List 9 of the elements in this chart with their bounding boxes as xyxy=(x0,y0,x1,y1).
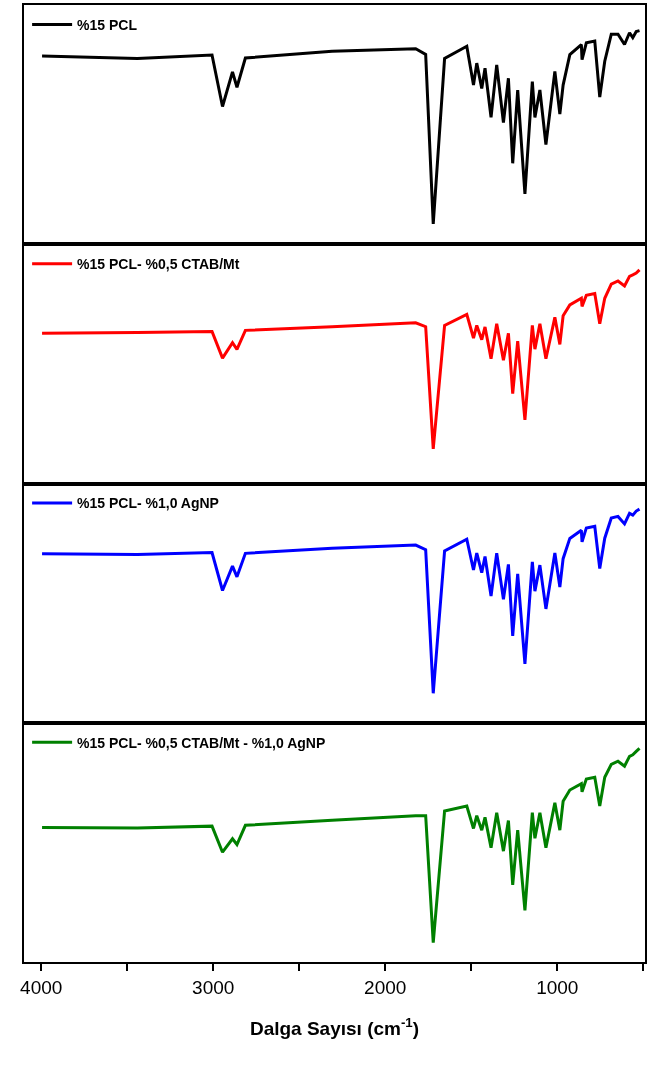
legend-label: %15 PCL xyxy=(77,16,138,33)
legend-label: %15 PCL- %0,5 CTAB/Mt - %1,0 AgNP xyxy=(77,734,326,751)
legend-label: %15 PCL- %1,0 AgNP xyxy=(77,495,219,512)
x-tick-label: 3000 xyxy=(192,976,235,998)
x-tick-label: 2000 xyxy=(364,976,407,998)
x-axis-title: Dalga Sayısı (cm$^{-1}$) xyxy=(249,1015,420,1040)
x-tick-label: 4000 xyxy=(20,976,63,998)
x-tick-label: 1000 xyxy=(536,976,579,998)
legend-label: %15 PCL- %0,5 CTAB/Mt xyxy=(77,256,240,273)
